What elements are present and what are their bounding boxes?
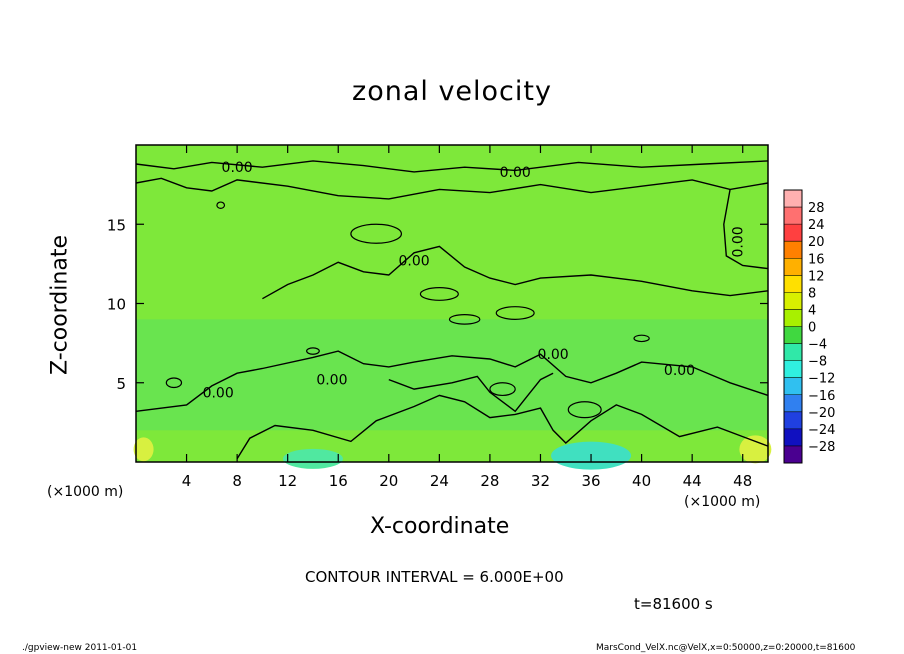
colorbar-swatch [784, 241, 802, 259]
x-tick-label: 32 [531, 472, 550, 490]
x-unit-label-left: (×1000 m) [47, 484, 124, 500]
x-tick-label: 44 [683, 472, 702, 490]
colorbar-label: −12 [808, 372, 835, 387]
y-tick-label: 15 [107, 216, 126, 234]
contour-loop [419, 287, 459, 301]
colorbar-swatch [784, 377, 802, 396]
contour-loop [350, 223, 403, 244]
contour-line [723, 189, 769, 270]
colorbar-label: −16 [808, 389, 835, 404]
contour-label: 0.00 [538, 347, 569, 363]
time-label: t=81600 s [634, 595, 713, 613]
x-tick-label: 12 [278, 472, 297, 490]
x-tick-label: 24 [430, 472, 449, 490]
colorbar-label: 4 [808, 303, 816, 318]
x-tick-label: 28 [480, 472, 499, 490]
colorbar-swatch [784, 411, 802, 430]
contour-loop [567, 401, 602, 419]
y-tick-label: 10 [107, 296, 126, 314]
contour-label: 0.00 [398, 254, 429, 270]
x-axis-label: X-coordinate [370, 514, 510, 539]
x-tick-label: 20 [379, 472, 398, 490]
contour-label: 0.00 [203, 385, 234, 401]
contour-line [388, 372, 554, 413]
colorbar-swatch [784, 428, 802, 447]
x-tick-label: 4 [182, 472, 192, 490]
colorbar-label: −8 [808, 355, 827, 370]
colorbar-swatch [784, 190, 802, 208]
field-patch [133, 437, 154, 462]
colorbar-label: 20 [808, 235, 825, 250]
y-axis-label: Z-coordinate [47, 235, 73, 375]
colorbar-label: −20 [808, 406, 835, 421]
x-tick-label: 48 [733, 472, 752, 490]
x-tick-label: 8 [232, 472, 242, 490]
colorbar-swatch [784, 394, 802, 413]
colorbar-label: −28 [808, 440, 835, 455]
colorbar-label: 28 [808, 201, 825, 216]
contour-line [262, 245, 769, 300]
colorbar-swatch [784, 292, 802, 310]
colorbar-label: 0 [808, 321, 816, 336]
colorbar-label: 24 [808, 218, 825, 233]
colorbar-swatch [784, 258, 802, 276]
contour-loop [216, 201, 226, 209]
contour-label: 0.00 [500, 165, 531, 181]
contour-loop [448, 313, 481, 325]
contour-label: 0.00 [222, 160, 253, 176]
colorbar-swatch [784, 224, 802, 242]
colorbar-label: −24 [808, 423, 835, 438]
contour-loop [165, 377, 183, 389]
contour-loop [306, 347, 320, 355]
contour-loop [489, 382, 516, 397]
colorbar-swatch [784, 343, 802, 361]
contour-label: 0.00 [731, 226, 747, 257]
source-footer: MarsCond_VelX.nc@VelX,x=0:50000,z=0:2000… [596, 643, 856, 653]
colorbar-swatch [784, 445, 802, 464]
x-tick-label: 36 [581, 472, 600, 490]
colorbar-swatch [784, 326, 802, 344]
colorbar-swatch [784, 360, 802, 378]
field-patch [282, 448, 343, 469]
contour-loop [633, 334, 650, 343]
chart-title: zonal velocity [352, 76, 552, 107]
x-tick-label: 16 [329, 472, 348, 490]
colorbar-swatch [784, 275, 802, 293]
program-footer: ./gpview-new 2011-01-01 [22, 643, 138, 653]
contour-line [236, 394, 769, 460]
y-tick-label: 5 [116, 375, 126, 393]
colorbar-label: 16 [808, 252, 825, 267]
contour-line [135, 177, 769, 200]
contour-label: 0.00 [664, 363, 695, 379]
field-band [136, 319, 768, 431]
x-unit-label-right: (×1000 m) [684, 494, 761, 510]
x-tick-label: 40 [632, 472, 651, 490]
contour-interval-note: CONTOUR INTERVAL = 6.000E+00 [305, 568, 564, 586]
contour-label: 0.00 [316, 373, 347, 389]
contour-line [135, 350, 769, 412]
colorbar-swatch [784, 207, 802, 225]
colorbar-label: 8 [808, 286, 816, 301]
colorbar-label: −4 [808, 338, 827, 353]
colorbar-label: 12 [808, 269, 825, 284]
field-patch [739, 435, 772, 464]
contour-loop [495, 306, 535, 320]
contour-line [135, 160, 769, 173]
colorbar-swatch [784, 309, 802, 327]
